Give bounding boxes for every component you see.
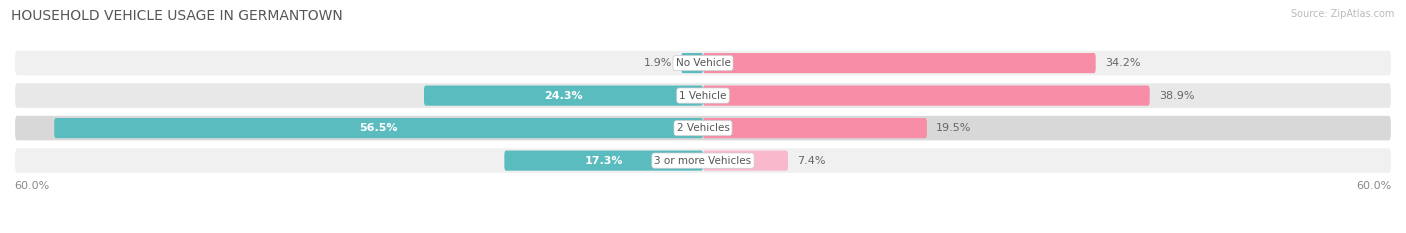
Text: 3 or more Vehicles: 3 or more Vehicles bbox=[654, 156, 752, 166]
Text: 7.4%: 7.4% bbox=[797, 156, 825, 166]
FancyBboxPatch shape bbox=[14, 115, 1392, 141]
Text: 1.9%: 1.9% bbox=[644, 58, 672, 68]
Text: 1 Vehicle: 1 Vehicle bbox=[679, 91, 727, 101]
Text: 24.3%: 24.3% bbox=[544, 91, 583, 101]
Text: No Vehicle: No Vehicle bbox=[675, 58, 731, 68]
FancyBboxPatch shape bbox=[14, 82, 1392, 109]
FancyBboxPatch shape bbox=[703, 53, 1095, 73]
Text: 56.5%: 56.5% bbox=[360, 123, 398, 133]
Text: 34.2%: 34.2% bbox=[1105, 58, 1140, 68]
Text: HOUSEHOLD VEHICLE USAGE IN GERMANTOWN: HOUSEHOLD VEHICLE USAGE IN GERMANTOWN bbox=[11, 9, 343, 23]
Text: 38.9%: 38.9% bbox=[1159, 91, 1194, 101]
Text: 60.0%: 60.0% bbox=[14, 181, 49, 191]
FancyBboxPatch shape bbox=[14, 147, 1392, 174]
FancyBboxPatch shape bbox=[703, 151, 787, 171]
FancyBboxPatch shape bbox=[505, 151, 703, 171]
Text: 17.3%: 17.3% bbox=[585, 156, 623, 166]
Text: 60.0%: 60.0% bbox=[1357, 181, 1392, 191]
FancyBboxPatch shape bbox=[14, 50, 1392, 76]
FancyBboxPatch shape bbox=[425, 86, 703, 106]
FancyBboxPatch shape bbox=[703, 118, 927, 138]
FancyBboxPatch shape bbox=[703, 86, 1150, 106]
Text: 2 Vehicles: 2 Vehicles bbox=[676, 123, 730, 133]
FancyBboxPatch shape bbox=[681, 53, 703, 73]
FancyBboxPatch shape bbox=[55, 118, 703, 138]
Text: Source: ZipAtlas.com: Source: ZipAtlas.com bbox=[1291, 9, 1395, 19]
Text: 19.5%: 19.5% bbox=[936, 123, 972, 133]
